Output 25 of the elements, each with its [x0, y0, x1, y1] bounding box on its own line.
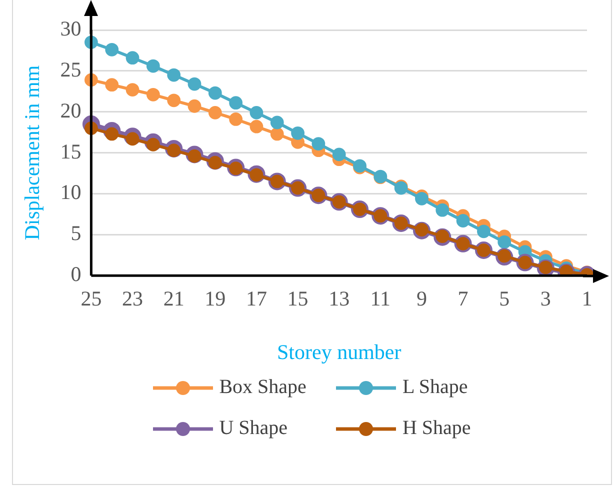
y-tick-label: 10	[60, 180, 82, 204]
y-tick-label: 0	[70, 262, 82, 286]
x-tick-label: 17	[246, 286, 267, 311]
x-tick-label: 21	[163, 286, 184, 311]
x-tick-label: 15	[287, 286, 308, 311]
y-axis-title: Displacement in mm	[20, 65, 44, 240]
x-tick-label: 23	[122, 286, 144, 311]
y-tick-label: 30	[60, 16, 82, 41]
legend-label: L Shape	[402, 376, 468, 399]
y-tick-label: 5	[70, 221, 82, 246]
x-tick-label: 5	[499, 286, 510, 311]
x-axis-title: Storey number	[276, 340, 402, 364]
legend-label: U Shape	[219, 417, 288, 440]
legend-label: Box Shape	[219, 376, 306, 399]
x-tick-label: 9	[416, 286, 427, 311]
x-tick-label: 13	[328, 286, 350, 311]
y-tick-label: 25	[60, 57, 82, 82]
x-tick-label: 3	[540, 286, 551, 311]
x-tick-label: 11	[370, 286, 391, 311]
x-tick-label: 19	[204, 286, 226, 311]
x-tick-label: 1	[582, 286, 592, 311]
legend-label: H Shape	[402, 417, 471, 440]
x-tick-label: 7	[458, 286, 468, 311]
y-tick-label: 20	[60, 98, 82, 122]
y-tick-label: 15	[60, 139, 82, 164]
